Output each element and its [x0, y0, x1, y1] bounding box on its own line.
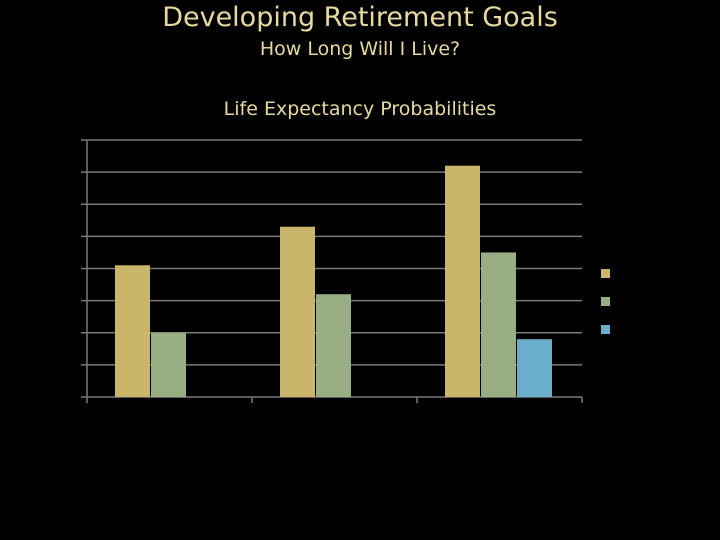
slide-subtitle: How Long Will I Live?: [259, 38, 461, 60]
legend-swatch-0: [601, 269, 610, 278]
bar-s0-c2: [445, 165, 480, 397]
bar-s0-c0: [115, 265, 150, 397]
bar-s2-c2: [517, 339, 552, 397]
legend-swatch-2: [601, 325, 610, 334]
bar-s1-c2: [481, 252, 516, 397]
bar-s0-c1: [280, 226, 315, 397]
slide-title: Developing Retirement Goals: [162, 2, 558, 33]
chart-title: Life Expectancy Probabilities: [223, 98, 497, 120]
bar-s1-c0: [151, 332, 186, 397]
bar-s1-c1: [316, 294, 351, 397]
legend-swatch-1: [601, 297, 610, 306]
